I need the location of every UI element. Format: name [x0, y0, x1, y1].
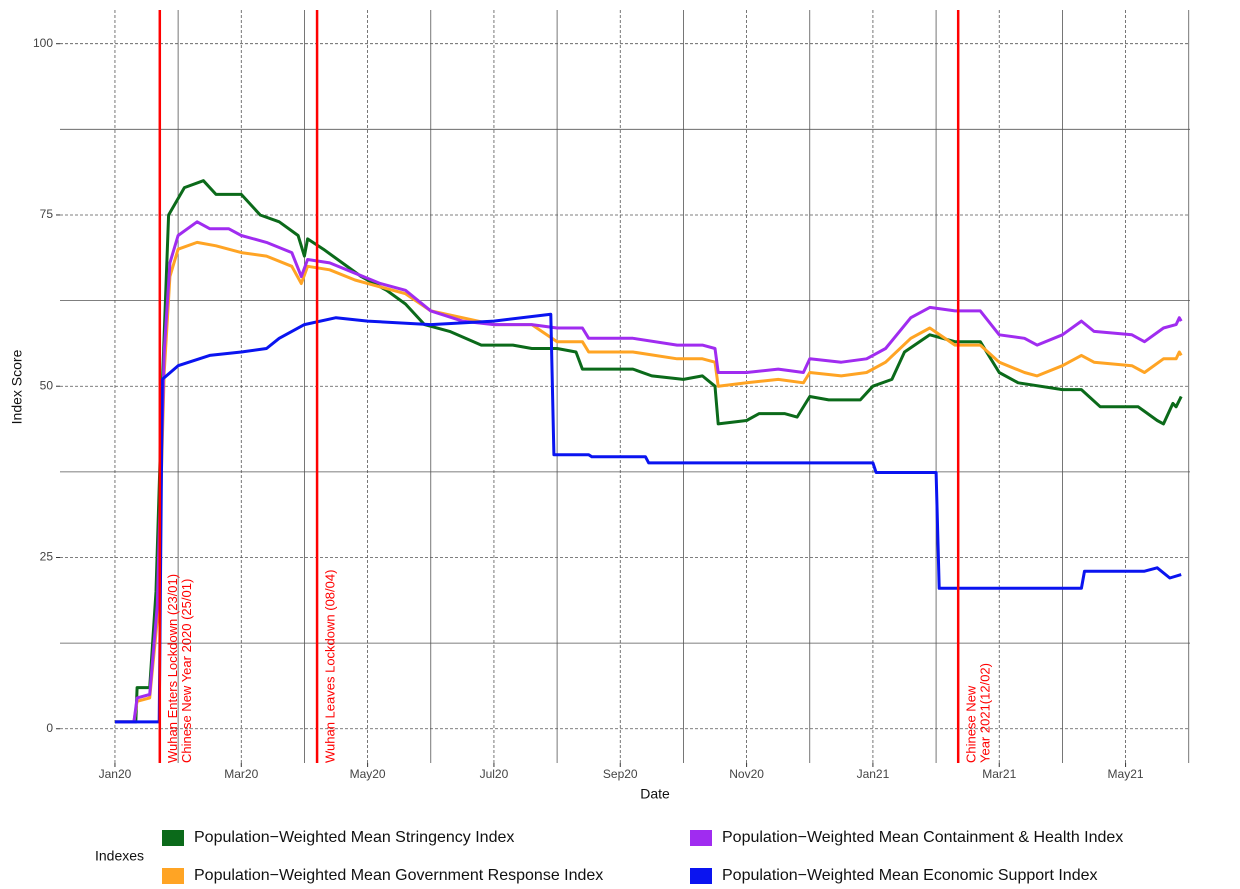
legend-label: Population−Weighted Mean Stringency Inde… [194, 829, 514, 846]
line-series [115, 240, 1183, 724]
y-tick-label: 25 [40, 550, 54, 564]
x-tick-label: Jan21 [857, 767, 890, 781]
x-tick-label: Sep20 [603, 767, 638, 781]
y-tick-label: 75 [40, 207, 54, 221]
x-tick-label: Jul20 [480, 767, 509, 781]
y-tick-label: 50 [40, 378, 54, 392]
legend-label: Population−Weighted Mean Economic Suppor… [722, 867, 1098, 884]
event-label: Wuhan Enters Lockdown (23/01) [165, 574, 180, 763]
x-tick-label: Jan20 [99, 767, 132, 781]
y-tick-label: 0 [46, 721, 53, 735]
x-tick-label: May20 [350, 767, 386, 781]
x-tick-label: Nov20 [729, 767, 764, 781]
line-series [115, 220, 1183, 724]
legend-key [690, 868, 712, 884]
legend-key [162, 868, 184, 884]
y-tick-label: 100 [33, 36, 53, 50]
event-label: Year 2021(12/02) [978, 663, 993, 763]
x-tick-label: Mar21 [982, 767, 1016, 781]
legend-title: Indexes [95, 848, 144, 864]
legend-label: Population−Weighted Mean Government Resp… [194, 867, 603, 884]
legend-key [690, 830, 712, 846]
event-label: Wuhan Leaves Lockdown (08/04) [323, 570, 338, 763]
event-label: Chinese New Year 2020 (25/01) [179, 579, 194, 763]
legend-key [162, 830, 184, 846]
y-axis-title: Index Score [9, 349, 25, 424]
legend-label: Population−Weighted Mean Containment & H… [722, 829, 1123, 846]
line-series [115, 179, 1183, 724]
x-tick-label: May21 [1108, 767, 1144, 781]
event-label: Chinese New [964, 685, 979, 763]
line-series [115, 312, 1182, 724]
x-tick-label: Mar20 [224, 767, 258, 781]
x-axis-title: Date [640, 786, 670, 802]
